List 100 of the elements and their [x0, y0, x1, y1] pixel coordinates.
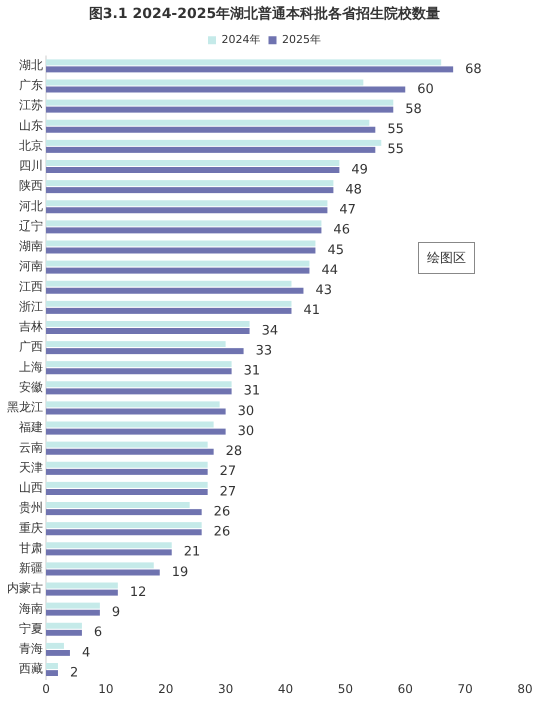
bar [46, 482, 208, 488]
data-label: 34 [262, 323, 278, 338]
y-tick-label: 福建 [19, 420, 43, 434]
x-tick-label: 80 [517, 682, 533, 696]
data-label: 41 [303, 303, 320, 318]
y-tick-label: 内蒙古 [7, 581, 43, 596]
data-label: 12 [130, 584, 146, 600]
bar [46, 308, 292, 314]
data-label: 55 [387, 142, 404, 158]
bar [46, 488, 208, 495]
y-tick-label: 新疆 [19, 561, 43, 576]
y-tick-label: 湖北 [19, 58, 43, 72]
bar [46, 502, 190, 508]
bar [46, 247, 316, 254]
y-tick-label: 浙江 [19, 299, 43, 314]
data-label: 31 [244, 384, 260, 399]
data-label: 30 [238, 404, 254, 419]
y-tick-label: 宁夏 [19, 621, 43, 636]
bar [46, 59, 442, 66]
bar [46, 663, 58, 670]
bar [46, 622, 82, 629]
bar [46, 448, 214, 455]
y-tick-label: 河北 [19, 198, 43, 213]
y-tick-label: 西藏 [19, 662, 43, 676]
x-tick-label: 40 [278, 682, 294, 696]
y-tick-label: 河南 [19, 259, 43, 274]
legend-label: 2024年 [222, 33, 261, 46]
data-label: 31 [244, 364, 260, 379]
data-label: 9 [112, 605, 120, 620]
bar [46, 320, 250, 327]
y-tick-label: 山东 [19, 118, 43, 132]
bar [46, 368, 232, 374]
bar [46, 207, 328, 214]
x-tick-label: 60 [398, 682, 413, 696]
data-label: 19 [172, 564, 188, 580]
bar [46, 280, 292, 287]
bar [46, 408, 226, 414]
y-tick-label: 四川 [19, 158, 43, 173]
y-tick-label: 青海 [19, 642, 43, 656]
bar [46, 79, 364, 86]
chart-title: 图3.1 2024-2025年湖北普通本科批各省招生院校数量 [88, 5, 440, 22]
bar [46, 442, 208, 448]
bar [46, 146, 376, 153]
bar [46, 268, 310, 274]
y-tick-label: 吉林 [19, 320, 43, 334]
bar [46, 468, 208, 475]
bar [46, 341, 226, 348]
y-tick-label: 山西 [19, 480, 43, 495]
y-tick-label: 黑龙江 [7, 400, 43, 414]
y-tick-label: 江苏 [19, 98, 43, 112]
data-label: 47 [339, 202, 356, 218]
y-tick-label: 北京 [19, 138, 43, 152]
data-label: 55 [387, 122, 404, 138]
bar [46, 642, 64, 649]
bar [46, 328, 250, 334]
y-tick-label: 云南 [19, 440, 43, 454]
bar [46, 428, 226, 435]
bar [46, 187, 334, 194]
bar [46, 66, 454, 72]
y-tick-label: 广东 [19, 78, 43, 92]
bar [46, 388, 232, 394]
bar [46, 462, 208, 468]
data-label: 6 [94, 625, 102, 640]
bar [46, 160, 340, 166]
x-tick-label: 10 [98, 682, 114, 696]
data-label: 30 [238, 424, 254, 439]
bar [46, 670, 58, 676]
bar [46, 630, 82, 636]
data-label: 28 [226, 444, 242, 460]
bar [46, 106, 394, 113]
bar [46, 300, 292, 307]
bar [46, 200, 328, 206]
y-tick-label: 贵州 [19, 500, 43, 515]
data-label: 33 [256, 343, 272, 358]
y-tick-label: 湖南 [19, 239, 43, 254]
data-label: 60 [417, 82, 434, 97]
bar [46, 167, 340, 173]
data-label: 27 [220, 484, 236, 500]
y-tick-label: 广西 [19, 340, 43, 354]
bar [46, 610, 100, 616]
y-tick-label: 重庆 [19, 520, 43, 535]
data-label: 45 [327, 242, 344, 258]
bar [46, 348, 244, 354]
bar [46, 529, 202, 536]
bar [46, 582, 118, 589]
bar [46, 120, 370, 126]
y-tick-label: 甘肃 [19, 540, 43, 555]
data-label: 26 [214, 504, 230, 520]
bar [46, 361, 232, 368]
data-label: 44 [321, 262, 338, 278]
bar [46, 401, 220, 408]
bar [46, 100, 394, 106]
y-tick-label: 江西 [19, 279, 43, 294]
x-tick-label: 0 [42, 682, 50, 696]
bar [46, 381, 232, 388]
bar [46, 650, 70, 656]
data-label: 49 [351, 162, 368, 178]
data-label: 26 [214, 524, 230, 540]
x-tick-label: 30 [218, 682, 234, 696]
legend-label: 2025年 [282, 33, 321, 46]
